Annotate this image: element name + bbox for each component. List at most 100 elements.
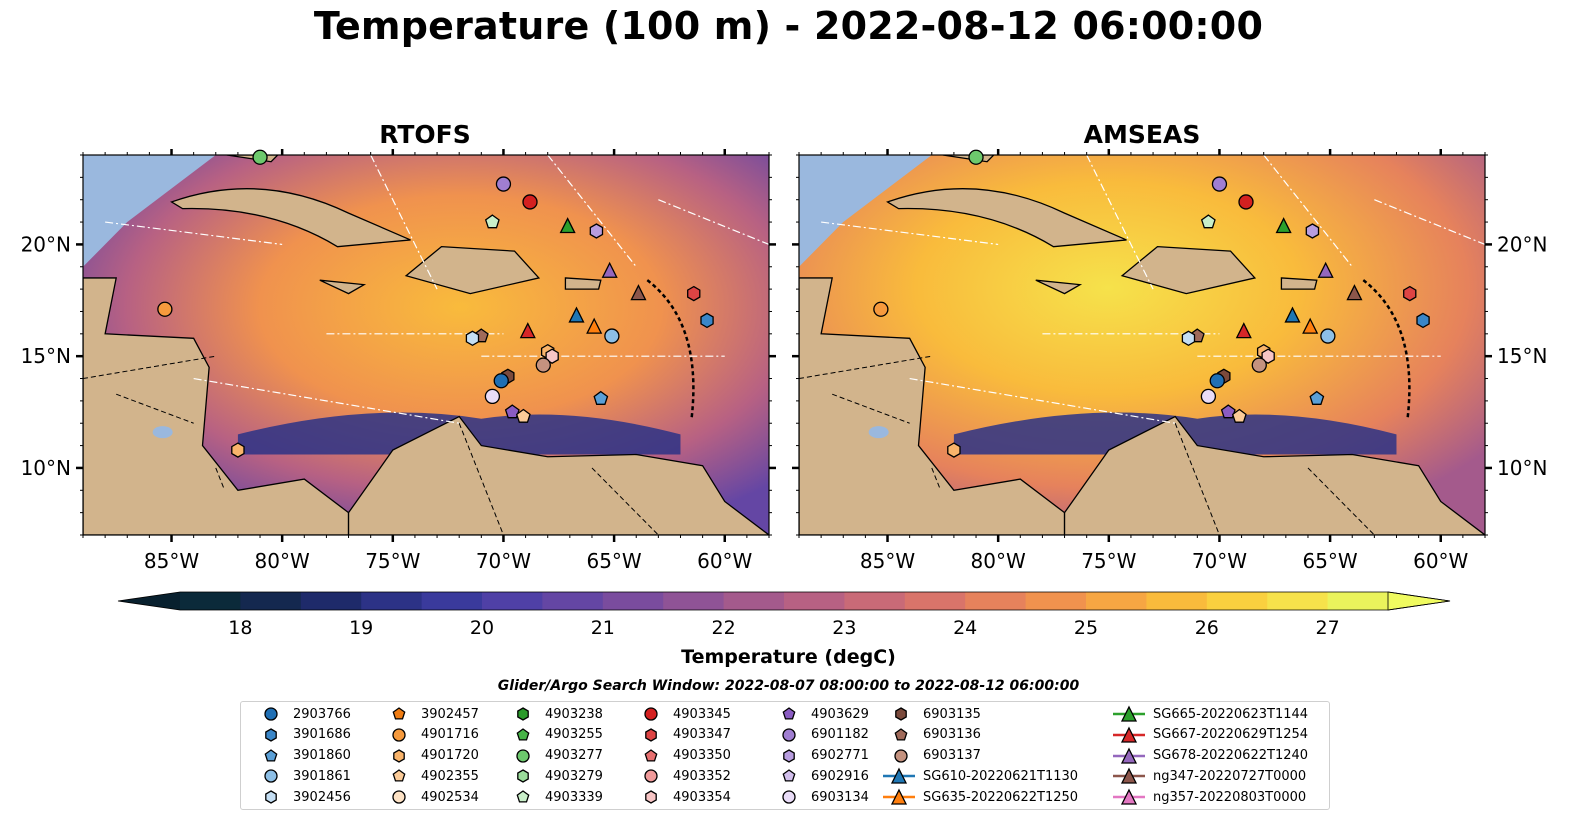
legend-marker xyxy=(503,787,539,807)
platform-4903347 xyxy=(687,285,701,302)
border-1 xyxy=(832,393,910,424)
legend-item: SG678-20220622T1240 xyxy=(1111,746,1308,766)
legend-item: 4901716 xyxy=(379,725,479,745)
eez-line-5 xyxy=(193,377,460,424)
x-tick-label: 60°W xyxy=(1413,549,1468,573)
legend-item: 6902916 xyxy=(769,766,869,786)
land-1 xyxy=(1063,415,1485,535)
legend-marker xyxy=(251,725,287,745)
legend-label: 4903345 xyxy=(673,706,731,722)
legend-symbol xyxy=(517,769,529,784)
colorbar xyxy=(117,591,1451,611)
colorbar-extend-max xyxy=(1387,591,1451,611)
legend-symbol xyxy=(516,790,530,803)
platform-3901861 xyxy=(604,328,620,344)
legend-symbol xyxy=(392,707,406,720)
colorbar-tick-label: 23 xyxy=(832,617,857,639)
land-3 xyxy=(404,245,541,295)
legend-marker xyxy=(503,725,539,745)
colorbar-tick-label: 20 xyxy=(469,617,495,639)
legend-symbol xyxy=(894,727,908,741)
y-tick-label: 20°N xyxy=(21,232,71,256)
platform-ng347-20220727T0000 xyxy=(630,284,647,301)
legend-label: SG667-20220629T1254 xyxy=(1153,727,1309,743)
platform-SG678-20220622T1240 xyxy=(601,261,618,278)
legend-label: 3902457 xyxy=(421,706,479,722)
legend-symbol xyxy=(644,769,658,784)
y-tick-label: 15°N xyxy=(1497,344,1547,368)
legend-symbol xyxy=(644,748,658,762)
land-4 xyxy=(1035,279,1083,295)
eez-line-4 xyxy=(547,155,637,268)
legend-label: ng347-20220727T0000 xyxy=(1153,768,1307,784)
legend-label: 4903352 xyxy=(673,768,731,784)
y-tick-label: 10°N xyxy=(21,456,71,480)
legend-item: 6903136 xyxy=(881,725,981,745)
legend-item: ng357-20220803T0000 xyxy=(1111,787,1306,807)
platform-6903134 xyxy=(484,388,501,405)
legend-item: 4903354 xyxy=(631,787,731,807)
legend-label: 4903629 xyxy=(811,706,869,722)
land-4 xyxy=(319,279,367,295)
lake xyxy=(152,426,173,439)
legend-item: SG667-20220629T1254 xyxy=(1111,725,1308,745)
legend-item: 4902355 xyxy=(379,766,479,786)
x-tick-label: 75°W xyxy=(365,549,420,573)
legend-triangle xyxy=(890,788,908,805)
border-0 xyxy=(83,355,216,380)
gulf-shelf xyxy=(83,155,216,267)
legend-symbol xyxy=(517,707,529,721)
platform-4901720 xyxy=(947,442,961,458)
colorbar-bin xyxy=(1206,592,1268,610)
legend-label: 4903347 xyxy=(673,727,731,743)
legend-symbol xyxy=(516,727,530,741)
legend-marker xyxy=(251,787,287,807)
platform-3901686 xyxy=(1416,312,1430,329)
platform-SG667-20220629T1254 xyxy=(1235,322,1252,339)
legend-item: 2903766 xyxy=(251,704,351,724)
legend-title: Glider/Argo Search Window: 2022-08-07 08… xyxy=(497,678,1080,694)
legend-marker xyxy=(769,787,805,807)
colorbar-tick-label: 19 xyxy=(349,617,374,639)
colorbar-bin xyxy=(361,592,423,610)
legend-triangle xyxy=(1120,747,1138,764)
legend-label: SG610-20220621T1130 xyxy=(923,768,1079,784)
lesser-antilles xyxy=(646,279,695,419)
legend-item: 3902456 xyxy=(251,787,351,807)
platform-4903347 xyxy=(1403,285,1417,302)
legend-marker xyxy=(769,725,805,745)
legend-marker xyxy=(881,725,917,745)
legend-marker xyxy=(251,704,287,724)
legend-symbol xyxy=(265,790,277,804)
legend-marker xyxy=(379,725,415,745)
colorbar-bin xyxy=(421,592,483,610)
platform-6902771 xyxy=(1305,223,1320,239)
land-5 xyxy=(1280,277,1318,290)
platform-3901861 xyxy=(1320,328,1336,344)
legend-item: 4903279 xyxy=(503,766,603,786)
legend-symbol xyxy=(645,728,657,742)
legend-marker xyxy=(769,766,805,786)
legend-label: 6902916 xyxy=(811,768,869,784)
x-tick-label: 75°W xyxy=(1081,549,1136,573)
platform-4901716 xyxy=(873,301,889,317)
legend-symbol xyxy=(264,707,278,721)
platform-3901860 xyxy=(1309,390,1325,405)
colorbar-tick-label: 22 xyxy=(711,617,736,639)
legend-marker xyxy=(1111,766,1147,786)
platform-SG610-20220621T1130 xyxy=(1284,306,1301,323)
colorbar-tick-label: 18 xyxy=(228,617,253,639)
legend-label: 6903134 xyxy=(811,789,869,805)
colorbar-title: Temperature (degC) xyxy=(681,646,896,668)
legend-symbol xyxy=(895,707,907,721)
lake xyxy=(868,426,889,439)
legend-item: 3901686 xyxy=(251,725,351,745)
panel-title-rtofs: RTOFS xyxy=(379,120,471,149)
legend-item: 4902534 xyxy=(379,787,479,807)
legend-label: ng357-20220803T0000 xyxy=(1153,789,1307,805)
x-tick-label: 85°W xyxy=(860,549,915,573)
legend-item: 4903255 xyxy=(503,725,603,745)
platform-6903137 xyxy=(535,357,551,373)
map-panels: 85°W 80°W 75°W 70°W 65°W 60°W10°N15°N20°N85°W… xyxy=(21,149,1547,611)
legend-marker xyxy=(631,766,667,786)
